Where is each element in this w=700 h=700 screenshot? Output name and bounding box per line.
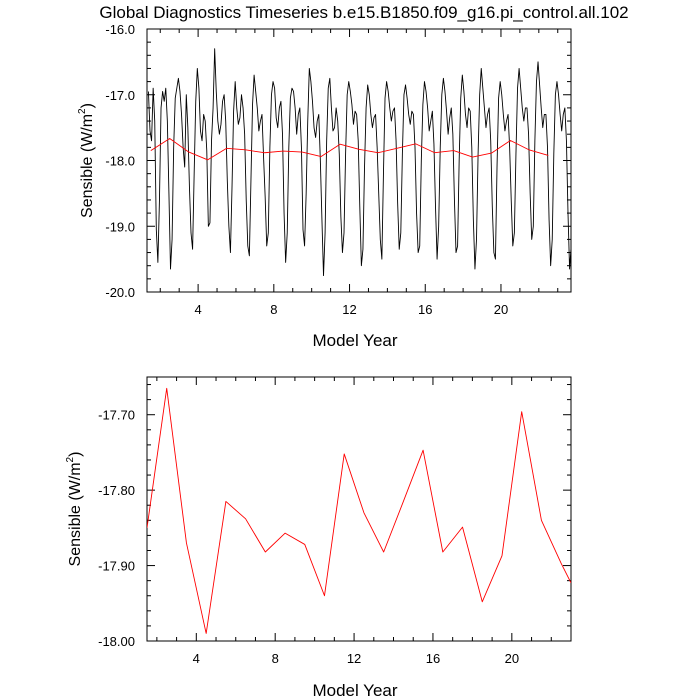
- series-line-annual: [147, 387, 571, 634]
- y-axis-label: Sensible (W/m2): [65, 452, 84, 567]
- y-tick-label: -16.0: [105, 22, 135, 37]
- y-axis-label-main: Sensible (W/m: [67, 462, 84, 566]
- x-tick-label: 16: [418, 302, 432, 317]
- y-tick-label: -17.70: [98, 408, 135, 423]
- x-axis-label: Model Year: [312, 681, 397, 700]
- x-tick-label: 20: [505, 651, 519, 666]
- y-axis-label-main: Sensible (W/m: [79, 114, 96, 218]
- top-panel: 4 8 12 16 20 -20.0 -19.0 -18.0 -17.0 -16.0 Model Y…: [77, 22, 572, 350]
- x-axis-label: Model Year: [312, 331, 397, 350]
- y-axis-label: Sensible (W/m2): [77, 103, 96, 218]
- x-axis: 4 8 12 16 20: [156, 377, 572, 666]
- y-tick-label: -18.0: [105, 154, 135, 169]
- y-axis-label-superscript: 2: [65, 456, 76, 462]
- x-tick-label: 20: [494, 302, 508, 317]
- x-axis: 4 8 12 16 20: [159, 29, 559, 317]
- plot-frame: [146, 376, 572, 642]
- x-tick-label: 8: [272, 651, 279, 666]
- y-tick-label: -17.0: [105, 88, 135, 103]
- x-tick-label: 16: [426, 651, 440, 666]
- y-tick-label: -17.90: [98, 559, 135, 574]
- chart-title: Global Diagnostics Timeseries b.e15.B185…: [99, 3, 628, 22]
- x-tick-label: 8: [270, 302, 277, 317]
- series-group: [147, 387, 571, 634]
- x-tick-label: 12: [342, 302, 356, 317]
- series-group: [147, 48, 571, 277]
- y-tick-label: -18.00: [98, 634, 135, 649]
- y-tick-label: -17.80: [98, 483, 135, 498]
- y-axis: -18.00 -17.90 -17.80 -17.70: [98, 384, 571, 649]
- x-tick-label: 4: [194, 302, 201, 317]
- x-tick-label: 4: [193, 651, 200, 666]
- y-axis-label-tail: ): [67, 452, 84, 457]
- bottom-panel: 4 8 12 16 20 -18.00 -17.90 -17.80 -17.70 Model Ye…: [65, 376, 572, 700]
- y-tick-label: -19.0: [105, 219, 135, 234]
- series-line-annual: [150, 138, 549, 161]
- series-line-monthly: [147, 48, 571, 277]
- y-axis-label-superscript: 2: [77, 108, 88, 114]
- y-axis: -20.0 -19.0 -18.0 -17.0 -16.0: [105, 22, 571, 300]
- x-tick-label: 12: [347, 651, 361, 666]
- y-tick-label: -20.0: [105, 285, 135, 300]
- y-axis-label-tail: ): [79, 103, 96, 108]
